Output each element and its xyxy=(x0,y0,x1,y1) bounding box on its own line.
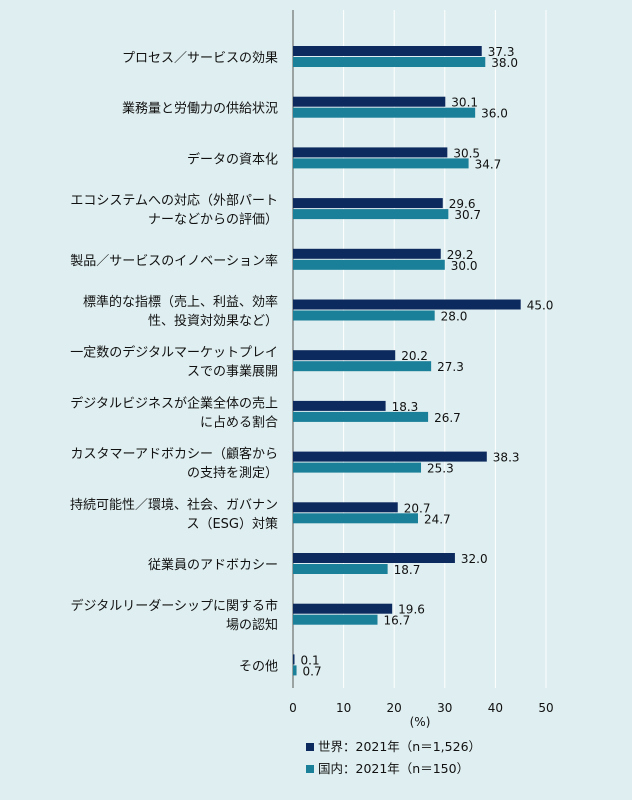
bar-world xyxy=(293,350,396,361)
bar-world xyxy=(293,198,443,209)
category-label: 製品／サービスのイノベーション率 xyxy=(70,253,278,269)
data-label: 28.0 xyxy=(441,310,468,324)
x-tick-label: 30 xyxy=(437,701,452,715)
x-tick-label: 20 xyxy=(387,701,402,715)
category-label: プロセス／サービスの効果 xyxy=(122,51,278,66)
bar-world xyxy=(293,603,393,614)
x-tick-label: 10 xyxy=(336,701,351,715)
bar-japan xyxy=(293,462,422,473)
bar-world xyxy=(293,451,487,462)
bar-japan xyxy=(293,361,432,372)
bar-world xyxy=(293,248,441,259)
data-label: 18.3 xyxy=(392,400,419,414)
category-label: 業務量と労働力の供給状況 xyxy=(122,101,278,117)
data-label: 16.7 xyxy=(384,614,411,628)
bar-world xyxy=(293,147,448,158)
category-label: エコシステムへの対応（外部パート xyxy=(70,194,278,209)
data-label: 27.3 xyxy=(437,360,464,374)
legend-item-world: 世界：2021年（n＝1,526） xyxy=(306,736,481,758)
category-label: その他 xyxy=(239,659,278,674)
data-label: 29.2 xyxy=(447,248,474,262)
bar-world xyxy=(293,96,446,107)
bar-japan xyxy=(293,209,449,220)
data-label: 0.7 xyxy=(303,664,322,678)
x-axis-unit-label: (%) xyxy=(410,715,431,729)
category-label: 場の認知 xyxy=(226,617,278,633)
category-label: に占める割合 xyxy=(200,414,278,430)
category-label: ス（ESG）対策 xyxy=(186,516,278,532)
data-label: 38.3 xyxy=(493,451,520,465)
data-label: 30.5 xyxy=(453,146,480,160)
legend-item-japan: 国内：2021年（n＝150） xyxy=(306,758,481,780)
data-label: 20.7 xyxy=(404,501,431,515)
x-tick-label: 50 xyxy=(538,701,553,715)
data-label: 45.0 xyxy=(527,299,554,313)
legend-swatch-world xyxy=(306,743,314,751)
bar-japan xyxy=(293,614,378,625)
legend-swatch-japan xyxy=(306,765,314,773)
data-label: 25.3 xyxy=(427,462,454,476)
data-label: 34.7 xyxy=(475,157,502,171)
category-label: 性、投資対効果など） xyxy=(148,313,278,329)
data-label: 32.0 xyxy=(461,552,488,566)
category-label: デジタルリーダーシップに関する市 xyxy=(71,598,278,614)
bar-world xyxy=(293,46,482,56)
category-label: 従業員のアドボカシー xyxy=(148,557,278,573)
legend: 世界：2021年（n＝1,526） 国内：2021年（n＝150） xyxy=(306,736,481,780)
bar-japan xyxy=(293,513,418,524)
data-label: 18.7 xyxy=(394,563,421,577)
x-tick-label: 40 xyxy=(488,701,503,715)
data-label: 0.1 xyxy=(301,653,320,667)
legend-label-japan: 国内：2021年（n＝150） xyxy=(318,761,470,776)
bar-japan xyxy=(293,411,429,422)
category-label: カスタマーアドボカシー（顧客から xyxy=(71,446,278,462)
category-label: 持続可能性／環境、社会、ガバナン xyxy=(70,497,278,513)
category-label: 一定数のデジタルマーケットプレイ xyxy=(70,345,278,361)
data-label: 24.7 xyxy=(424,512,451,526)
data-label: 30.0 xyxy=(451,259,478,273)
x-tick-label: 0 xyxy=(289,701,297,715)
data-label: 29.6 xyxy=(449,197,476,211)
bar-japan xyxy=(293,665,297,676)
data-label: 19.6 xyxy=(398,603,425,617)
category-label: スでの事業展開 xyxy=(187,364,278,380)
category-label: 標準的な指標（売上、利益、効率 xyxy=(83,294,278,310)
category-label: デジタルビジネスが企業全体の売上 xyxy=(70,395,278,411)
bar-world xyxy=(293,400,386,411)
bar-japan xyxy=(293,107,476,118)
bar-japan xyxy=(293,564,388,574)
bar-world xyxy=(293,654,295,665)
data-label: 26.7 xyxy=(434,411,461,425)
bar-world xyxy=(293,299,521,310)
category-label: データの資本化 xyxy=(187,151,278,167)
data-label: 30.7 xyxy=(454,208,481,222)
category-label: ナーなどからの評価） xyxy=(148,213,278,228)
data-label: 37.3 xyxy=(488,45,515,59)
bar-japan xyxy=(293,57,486,67)
bar-japan xyxy=(293,259,445,270)
data-label: 38.0 xyxy=(491,56,518,70)
bar-japan xyxy=(293,158,469,169)
legend-label-world: 世界：2021年（n＝1,526） xyxy=(318,739,482,754)
data-label: 30.1 xyxy=(451,96,478,110)
bar-world xyxy=(293,502,398,513)
data-label: 20.2 xyxy=(401,349,428,363)
bar-japan xyxy=(293,310,435,321)
category-label: の支持を測定） xyxy=(187,466,278,481)
data-label: 36.0 xyxy=(481,107,508,121)
bar-world xyxy=(293,553,455,563)
